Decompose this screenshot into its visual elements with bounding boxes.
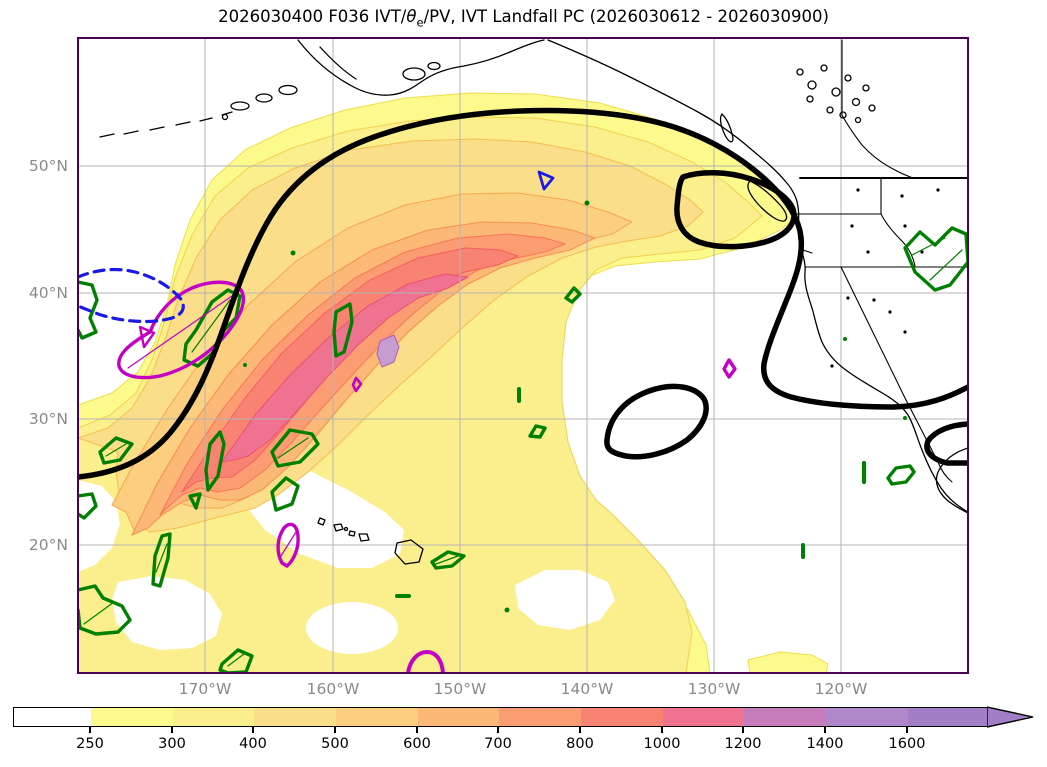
black-baja-piece (924, 421, 968, 466)
cbar-label-800: 800 (566, 736, 594, 752)
blue-triangle (537, 170, 555, 191)
cbar-seg-400-500 (254, 708, 336, 726)
cbar-label-700: 700 (484, 736, 512, 752)
magenta-lens (276, 522, 300, 568)
colorbar (13, 707, 989, 727)
aleutian-islands (99, 61, 441, 138)
cbar-tick (742, 727, 744, 733)
bc-alberta-border (841, 39, 914, 179)
blue-contours (78, 170, 555, 324)
magenta-big-loop (117, 280, 246, 380)
cbar-tick (579, 727, 581, 733)
thick-black-contours (78, 107, 968, 480)
black-main-contour (78, 107, 968, 480)
cbar-seg-700-800 (499, 708, 581, 726)
cbar-seg-1200-1400 (744, 708, 826, 726)
white-pocket-southeast (515, 570, 615, 630)
coast-alaska (297, 39, 545, 96)
black-closed-cell (604, 383, 709, 460)
cbar-seg-300-400 (173, 708, 254, 726)
coast-north-america (547, 39, 968, 513)
ivt-filled-contours (78, 92, 829, 673)
interior-lakes (830, 188, 940, 368)
coast-gulf-california (935, 447, 968, 514)
cbar-seg-1400-1600 (826, 708, 908, 726)
green-left-edge (78, 280, 99, 340)
cbar-tick (171, 727, 173, 733)
cbar-label-250: 250 (76, 736, 104, 752)
cbar-tick (824, 727, 826, 733)
ivt-fill-250-se-patch (747, 651, 829, 673)
white-pocket-south (306, 602, 398, 654)
cbar-label-1400: 1400 (806, 736, 844, 752)
hawaiian-islands (317, 517, 424, 565)
cbar-label-1600: 1600 (888, 736, 926, 752)
lon-label-140w: 140°W (560, 680, 614, 698)
cbar-seg-500-600 (336, 708, 418, 726)
lon-label-170w: 170°W (178, 680, 232, 698)
lon-label-120w: 120°W (814, 680, 868, 698)
cbar-tick (416, 727, 418, 733)
colorbar-arrow-shape (987, 706, 1034, 728)
alaska-panhandle-islands (796, 64, 876, 124)
ivt-fill-1200 (376, 334, 400, 368)
haida-gwaii (719, 113, 734, 143)
map-frame (77, 37, 969, 674)
cbar-seg-250-300 (91, 708, 173, 726)
title-pre: 2026030400 F036 IVT/ (218, 7, 407, 26)
cbar-tick (906, 727, 908, 733)
cbar-seg-1000-1200 (663, 708, 744, 726)
gridlines (78, 38, 968, 673)
coast-alaska-bay (319, 46, 357, 80)
lat-label-40n: 40°N (28, 284, 68, 302)
cbar-label-1000: 1000 (643, 736, 681, 752)
cbar-seg-800-1000 (581, 708, 663, 726)
title-post: /PV, IVT Landfall PC (2026030612 - 20260… (423, 7, 829, 26)
cbar-label-400: 400 (239, 736, 267, 752)
cbar-tick (497, 727, 499, 733)
white-pocket-west-edge (78, 480, 120, 572)
green-idaho-check (903, 226, 968, 292)
vancouver-island (747, 180, 788, 222)
green-contours (78, 200, 968, 673)
cbar-seg-600-700 (418, 708, 499, 726)
lat-label-20n: 20°N (28, 536, 68, 554)
cbar-tick (661, 727, 663, 733)
cbar-label-300: 300 (158, 736, 186, 752)
lon-label-160w: 160°W (306, 680, 360, 698)
cbar-seg-above-1600 (908, 708, 989, 726)
title-theta-sub: e (416, 15, 424, 30)
state-borders (791, 39, 968, 483)
cbar-label-600: 600 (403, 736, 431, 752)
cbar-tick (334, 727, 336, 733)
title-theta: θ (406, 7, 417, 26)
lon-label-130w: 130°W (687, 680, 741, 698)
cbar-tick (252, 727, 254, 733)
lat-label-30n: 30°N (28, 410, 68, 428)
blue-dashed-cell (78, 267, 185, 324)
lon-label-150w: 150°W (433, 680, 487, 698)
plot-title: 2026030400 F036 IVT/θe/PV, IVT Landfall … (0, 7, 1047, 29)
white-pocket-sw (112, 576, 222, 650)
cbar-label-1200: 1200 (724, 736, 762, 752)
magenta-contours (117, 280, 737, 673)
cbar-seg-below-250 (14, 708, 91, 726)
lat-label-50n: 50°N (28, 157, 68, 175)
green-dots (243, 200, 907, 613)
cbar-tick (89, 727, 91, 733)
cbar-label-500: 500 (321, 736, 349, 752)
black-pnw-loop (674, 169, 797, 250)
colorbar-extend-arrow (987, 706, 1034, 728)
